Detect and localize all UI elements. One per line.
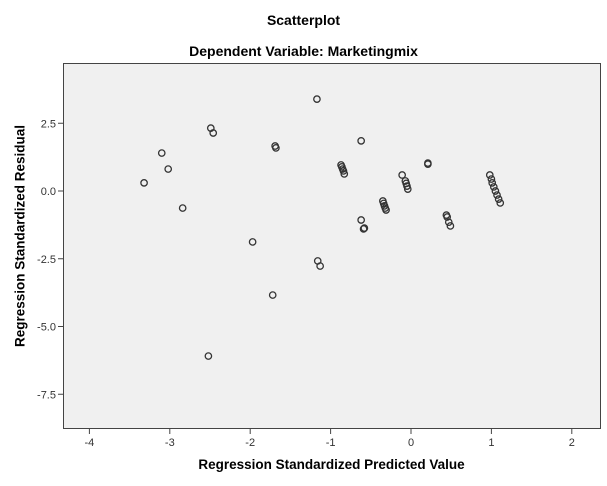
data-point bbox=[209, 129, 218, 137]
data-point bbox=[248, 238, 257, 246]
data-point bbox=[424, 160, 432, 169]
y-tick-label: 2.5 bbox=[41, 118, 56, 130]
chart-title: Scatterplot bbox=[266, 12, 341, 28]
y-tick-label: -2.5 bbox=[37, 254, 56, 266]
data-points bbox=[140, 95, 505, 360]
x-tick-label: -3 bbox=[165, 437, 175, 449]
y-axis-label: Regression Standardized Residual bbox=[12, 124, 28, 348]
data-point bbox=[340, 170, 349, 178]
data-point bbox=[360, 224, 369, 232]
data-point bbox=[491, 187, 500, 195]
data-point bbox=[357, 137, 366, 145]
data-point bbox=[272, 144, 280, 152]
x-tick-label: -4 bbox=[85, 437, 95, 449]
y-tick-label: -5.0 bbox=[37, 322, 56, 334]
data-point bbox=[493, 191, 501, 199]
y-tick-label: 0.0 bbox=[41, 186, 56, 198]
x-tick-label: 0 bbox=[408, 437, 414, 449]
data-point bbox=[446, 222, 455, 230]
data-point bbox=[489, 183, 498, 191]
data-point bbox=[488, 179, 497, 187]
data-point bbox=[359, 225, 368, 233]
data-point bbox=[403, 185, 412, 193]
data-point bbox=[382, 206, 390, 214]
x-tick-label: -2 bbox=[245, 437, 255, 449]
data-point bbox=[164, 165, 173, 173]
y-tick-label: -7.5 bbox=[37, 389, 56, 401]
data-point bbox=[268, 291, 277, 299]
data-point bbox=[496, 199, 505, 207]
x-axis-ticks: -4 -3 -2 -1 0 1 2 bbox=[85, 429, 575, 449]
data-point bbox=[444, 218, 453, 227]
chart-subtitle: Dependent Variable: Marketingmix bbox=[189, 43, 418, 59]
x-tick-label: -1 bbox=[326, 437, 336, 449]
data-point bbox=[357, 216, 366, 224]
data-point bbox=[443, 213, 452, 221]
data-point bbox=[204, 352, 213, 360]
data-point bbox=[140, 179, 148, 187]
plot-area bbox=[63, 63, 601, 429]
y-axis-ticks: 2.5 0.0 -2.5 -5.0 -7.5 bbox=[37, 118, 63, 401]
data-point bbox=[494, 195, 503, 203]
data-point bbox=[313, 95, 321, 103]
x-tick-label: 1 bbox=[488, 437, 494, 449]
x-axis-label: Regression Standardized Predicted Value bbox=[198, 457, 465, 472]
data-point bbox=[398, 171, 407, 179]
x-tick-label: 2 bbox=[569, 437, 575, 449]
data-point bbox=[178, 204, 187, 212]
data-point bbox=[157, 149, 166, 157]
data-point bbox=[485, 171, 494, 179]
data-point bbox=[316, 262, 324, 270]
data-point bbox=[487, 175, 496, 183]
